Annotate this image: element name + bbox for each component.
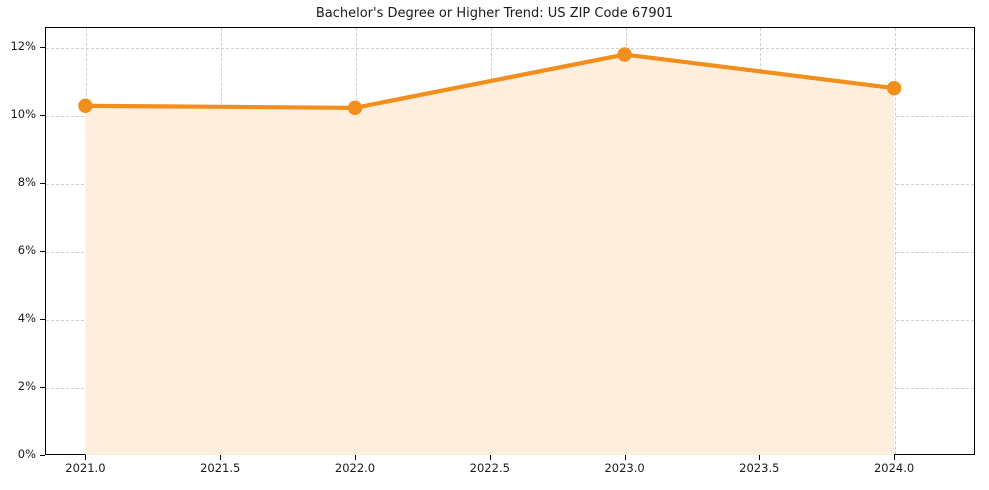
x-axis-tick-mark [355,455,356,460]
gridline-horizontal [46,388,974,390]
chart-title: Bachelor's Degree or Higher Trend: US ZI… [315,6,674,21]
y-axis-tick-label: 10% [10,107,36,122]
gridline-vertical [895,28,897,454]
x-axis-tick-mark [220,455,222,460]
gridline-horizontal [46,320,974,322]
y-axis-tick-mark [40,115,45,117]
gridline-vertical [356,28,357,454]
x-axis-tick-label: 2023.0 [604,461,645,475]
gridline-horizontal [46,48,974,50]
x-axis-tick-mark [489,455,491,460]
x-axis-tick-mark [894,455,896,460]
y-axis-tick-label: 2% [17,379,36,394]
x-axis-tick-mark [624,455,626,460]
y-axis-tick-label: 4% [17,311,36,326]
gridline-vertical [760,28,762,454]
gridline-vertical [86,28,88,454]
x-axis-tick-label: 2022.0 [334,461,376,475]
plot-inner [46,28,974,454]
x-axis-tick-label: 2024.0 [873,461,915,475]
gridline-vertical [221,28,223,454]
y-axis-tick-mark [40,455,45,456]
y-axis-tick-label: 0% [17,447,36,461]
x-axis-tick-label: 2022.5 [469,461,510,475]
x-axis-tick-label: 2021.0 [65,461,106,475]
plot-area [45,27,975,455]
gridline-vertical [490,28,492,454]
y-axis-tick-mark [40,183,45,185]
x-axis-tick-mark [85,455,87,460]
y-axis-tick-mark [40,319,45,321]
x-axis-tick-label: 2023.5 [739,461,780,475]
y-axis-tick-label: 12% [10,39,36,54]
gridline-vertical [625,28,627,454]
x-axis-tick-label: 2021.5 [200,461,241,475]
gridline-horizontal [46,116,974,118]
y-axis-tick-mark [40,47,45,49]
y-axis-tick-label: 6% [17,243,36,258]
y-axis-tick-label: 8% [17,175,36,190]
gridline-horizontal [46,252,974,254]
y-axis-tick-mark [40,387,45,389]
x-axis-tick-mark [759,455,761,460]
y-axis-tick-mark [40,251,45,253]
gridline-horizontal [46,184,974,186]
